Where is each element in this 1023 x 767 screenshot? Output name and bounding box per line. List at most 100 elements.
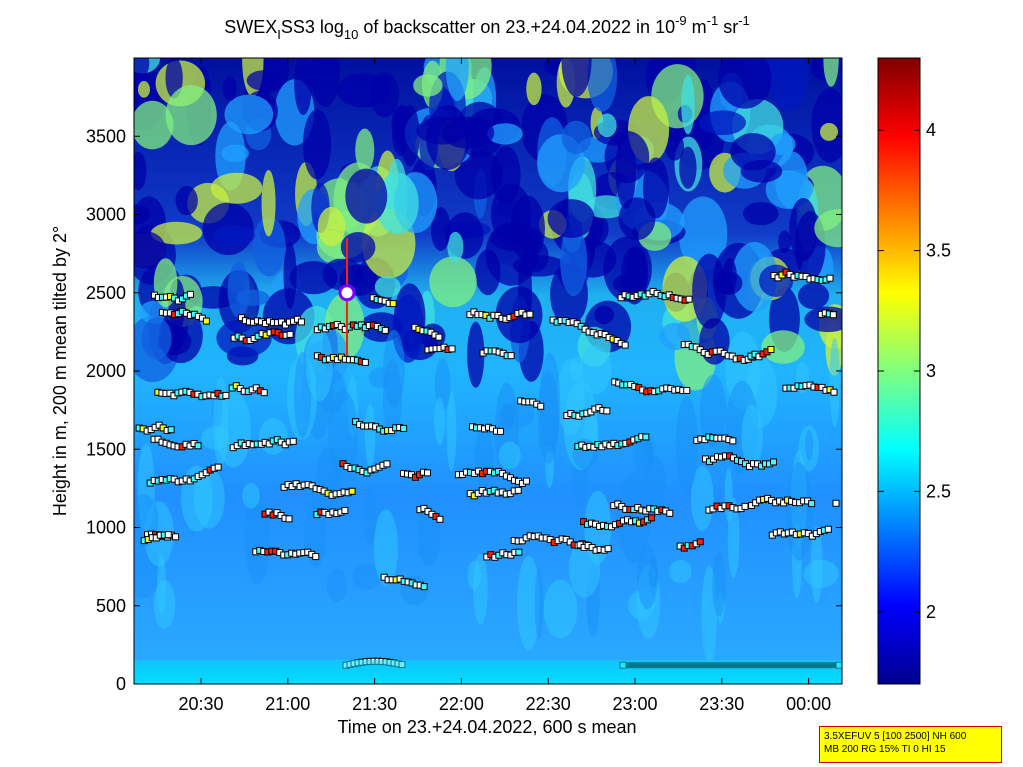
heat-patch bbox=[699, 374, 727, 448]
detection-marker bbox=[172, 533, 180, 541]
heat-patch bbox=[221, 144, 249, 163]
heat-patch bbox=[383, 329, 405, 408]
y-tick-label: 3500 bbox=[86, 126, 126, 146]
detection-marker bbox=[186, 290, 194, 298]
detection-marker bbox=[297, 318, 305, 326]
heat-patch bbox=[642, 455, 666, 509]
heat-patch bbox=[340, 232, 376, 263]
detection-marker bbox=[515, 548, 523, 556]
detection-marker bbox=[666, 509, 674, 517]
y-tick-label: 2000 bbox=[86, 361, 126, 381]
detection-marker bbox=[514, 486, 522, 494]
heat-patch bbox=[317, 206, 346, 247]
heat-patch bbox=[498, 441, 521, 470]
heat-patch bbox=[434, 358, 451, 411]
heat-patch bbox=[306, 329, 333, 402]
detection-marker bbox=[683, 386, 691, 394]
heat-patch bbox=[712, 552, 726, 617]
heat-patch bbox=[547, 199, 595, 238]
detection-marker bbox=[383, 460, 391, 468]
param-line-1: 3.5XEFUV 5 [100 2500] NH 600 bbox=[824, 731, 967, 742]
heat-patch bbox=[690, 465, 714, 531]
heat-patch bbox=[352, 563, 381, 591]
heat-patch bbox=[769, 133, 796, 156]
heat-patch bbox=[368, 367, 391, 389]
heat-patch bbox=[441, 116, 495, 149]
detection-marker bbox=[642, 433, 650, 441]
heat-patch bbox=[213, 224, 255, 246]
detection-marker bbox=[448, 345, 456, 353]
heat-patch bbox=[165, 85, 217, 146]
colorbar-tick-label: 4 bbox=[926, 120, 936, 140]
x-tick-label: 22:30 bbox=[526, 694, 571, 714]
x-tick-label: 21:00 bbox=[265, 694, 310, 714]
detection-marker bbox=[423, 469, 431, 477]
detection-marker bbox=[507, 352, 515, 360]
heat-patch bbox=[413, 74, 443, 97]
heat-patch bbox=[345, 168, 388, 224]
detection-marker bbox=[729, 437, 737, 445]
detection-marker bbox=[202, 317, 210, 325]
heat-patch bbox=[134, 100, 174, 150]
x-tick-label: 20:30 bbox=[178, 694, 223, 714]
detection-marker bbox=[741, 502, 749, 510]
y-tick-label: 1500 bbox=[86, 439, 126, 459]
heat-patch bbox=[678, 196, 728, 272]
detection-marker bbox=[260, 389, 268, 397]
colorbar-tick-label: 3.5 bbox=[926, 241, 951, 261]
heat-patch bbox=[829, 337, 840, 427]
heat-patch bbox=[336, 73, 390, 108]
heat-patch bbox=[714, 271, 743, 295]
heat-patch bbox=[417, 507, 441, 567]
heat-patch bbox=[400, 104, 420, 167]
heat-patch bbox=[364, 404, 376, 468]
heat-patch bbox=[785, 462, 814, 561]
detection-marker bbox=[537, 402, 545, 410]
heat-patch bbox=[302, 109, 332, 180]
heat-patch bbox=[165, 58, 183, 99]
heat-patch bbox=[454, 149, 503, 200]
heat-patch bbox=[517, 555, 540, 651]
detection-marker bbox=[222, 391, 230, 399]
heat-patch bbox=[789, 197, 818, 261]
heat-patch bbox=[134, 204, 151, 225]
heat-patch bbox=[447, 231, 464, 263]
heat-patch bbox=[805, 429, 814, 461]
heat-patch bbox=[222, 76, 238, 101]
heat-patch bbox=[642, 157, 669, 219]
detection-marker bbox=[824, 525, 832, 533]
heat-patch bbox=[823, 58, 839, 87]
heat-patch bbox=[561, 120, 592, 155]
detection-marker bbox=[603, 407, 611, 415]
heat-patch bbox=[768, 58, 809, 111]
heat-patch bbox=[430, 206, 451, 251]
detection-marker bbox=[400, 424, 408, 432]
heat-patch bbox=[227, 262, 250, 318]
heat-patch bbox=[355, 128, 375, 173]
heat-patch bbox=[797, 282, 830, 310]
detection-marker bbox=[164, 531, 172, 539]
heat-patch bbox=[692, 253, 727, 329]
heat-patch bbox=[310, 58, 340, 107]
y-tick-label: 2500 bbox=[86, 283, 126, 303]
heat-patch bbox=[467, 321, 485, 388]
heat-patch bbox=[681, 74, 695, 135]
parameter-box: 3.5XEFUV 5 [100 2500] NH 600 MB 200 RG 1… bbox=[819, 726, 1002, 763]
heat-patch bbox=[210, 172, 263, 204]
detection-marker bbox=[826, 274, 834, 282]
heat-patch bbox=[741, 404, 763, 469]
x-tick-label: 21:30 bbox=[352, 694, 397, 714]
detection-marker bbox=[522, 477, 530, 485]
heat-patch bbox=[363, 487, 377, 547]
chart-title: SWEXISS3 log10 of backscatter on 23.+24.… bbox=[224, 13, 750, 42]
detection-marker bbox=[497, 427, 505, 435]
y-tick-label: 500 bbox=[96, 596, 126, 616]
event-marker bbox=[338, 284, 356, 302]
heat-patch bbox=[150, 221, 203, 245]
x-tick-label: 22:00 bbox=[439, 694, 484, 714]
detection-marker bbox=[312, 553, 320, 561]
heat-patch bbox=[326, 568, 348, 602]
heat-patch bbox=[316, 446, 340, 513]
y-tick-label: 1000 bbox=[86, 518, 126, 538]
